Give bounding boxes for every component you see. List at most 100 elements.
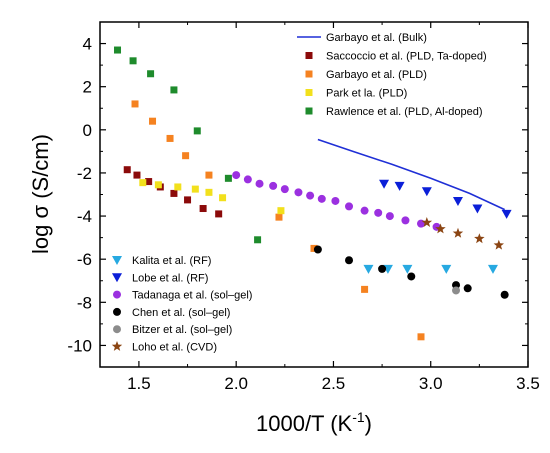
data-point <box>493 239 504 250</box>
data-point <box>232 171 241 180</box>
data-point <box>131 100 139 108</box>
legend-top: Garbayo et al. (Bulk) Saccoccio et al. (P… <box>297 32 487 118</box>
legend-label: Garbayo et al. (PLD) <box>326 69 427 81</box>
data-point <box>182 152 190 160</box>
data-point <box>224 174 232 182</box>
y-tick-label: 0 <box>83 121 92 140</box>
x-tick-label: 2.5 <box>322 374 346 393</box>
data-point <box>275 213 283 221</box>
data-point <box>374 208 383 217</box>
legend-swatch <box>113 325 121 334</box>
data-marks <box>114 46 512 341</box>
y-axis-title: log σ (S/cm) <box>28 134 53 254</box>
legend-swatch <box>112 256 122 265</box>
axis-ticks: 1.5 2.0 2.5 3.0 3.5 4 2 0 -2 -4 -6 -8 -10 <box>67 21 540 393</box>
legend-swatch <box>113 290 121 299</box>
data-point <box>277 207 285 215</box>
data-point <box>205 171 213 179</box>
data-point <box>205 188 213 196</box>
data-point <box>452 196 463 206</box>
data-point <box>487 264 498 274</box>
legend-label: Saccoccio et al. (PLD, Ta-doped) <box>326 51 487 63</box>
data-point <box>199 205 207 213</box>
legend-label: Lobe et al. (RF) <box>132 272 208 284</box>
data-point <box>129 57 137 65</box>
data-point <box>317 194 326 203</box>
legend-swatch <box>112 273 122 283</box>
x-tick-label: 1.5 <box>127 374 151 393</box>
data-point <box>402 264 413 274</box>
data-point <box>154 181 162 189</box>
x-tick-label: 3.0 <box>419 374 443 393</box>
legend-label: Tadanaga et al. (sol–gel) <box>132 290 252 302</box>
data-point <box>452 286 461 295</box>
data-point <box>255 179 264 188</box>
data-point <box>474 233 485 244</box>
series-line-0 <box>317 138 506 211</box>
data-point <box>170 189 178 197</box>
data-point <box>133 171 141 179</box>
data-point <box>345 202 354 211</box>
data-point <box>417 333 425 341</box>
data-point <box>501 209 512 219</box>
data-point <box>145 178 153 186</box>
y-tick-label: -10 <box>67 336 92 355</box>
legend-swatch <box>111 341 123 351</box>
data-point <box>170 86 178 94</box>
data-point <box>114 46 122 54</box>
data-point <box>407 272 416 281</box>
data-point <box>345 256 354 265</box>
data-point <box>166 134 174 142</box>
data-point <box>294 188 303 197</box>
data-point <box>421 187 432 197</box>
legend-swatch <box>113 307 121 316</box>
data-point <box>193 127 201 135</box>
data-point <box>378 264 387 273</box>
data-point <box>394 181 405 191</box>
legend-bottom: Kalita et al. (RF) Lobe et al. (RF) Tadana… <box>111 255 252 354</box>
y-tick-label: -6 <box>77 250 92 269</box>
data-point <box>243 175 252 184</box>
data-point <box>421 217 433 227</box>
data-point <box>472 204 483 214</box>
legend-swatch <box>305 107 313 115</box>
y-tick-label: -4 <box>77 207 92 226</box>
legend-label: Chen et al. (sol–gel) <box>132 307 230 319</box>
data-point <box>379 179 390 189</box>
legend-label: Rawlence et al. (PLD, Al-doped) <box>326 106 483 118</box>
data-point <box>254 236 262 244</box>
data-point <box>360 206 369 215</box>
y-tick-label: 2 <box>83 78 92 97</box>
data-point <box>401 216 410 225</box>
x-tick-label: 2.0 <box>224 374 248 393</box>
data-point <box>500 290 509 299</box>
legend-swatch <box>305 70 313 78</box>
legend-swatch <box>305 52 313 59</box>
y-tick-label: -8 <box>77 293 92 312</box>
data-point <box>452 227 464 238</box>
data-point <box>463 284 472 293</box>
data-point <box>174 183 182 191</box>
y-tick-label: 4 <box>83 35 92 54</box>
data-point <box>269 181 278 190</box>
data-point <box>361 285 369 293</box>
data-point <box>363 264 374 274</box>
x-tick-label: 3.5 <box>516 374 540 393</box>
data-point <box>441 264 452 274</box>
legend-label: Bitzer et al. (sol–gel) <box>132 324 232 336</box>
data-point <box>306 191 315 200</box>
legend-label: Park et la. (PLD) <box>326 88 407 100</box>
legend-label: Kalita et al. (RF) <box>132 255 211 267</box>
data-point <box>191 185 199 193</box>
data-point <box>385 212 394 221</box>
legend-swatch <box>305 89 313 96</box>
data-point <box>435 223 446 234</box>
data-point <box>149 117 157 125</box>
data-point <box>184 196 192 204</box>
y-tick-label: -2 <box>77 164 92 183</box>
data-point <box>313 245 322 254</box>
legend-label: Garbayo et al. (Bulk) <box>326 32 427 44</box>
data-point <box>215 210 223 218</box>
data-point <box>280 185 289 194</box>
